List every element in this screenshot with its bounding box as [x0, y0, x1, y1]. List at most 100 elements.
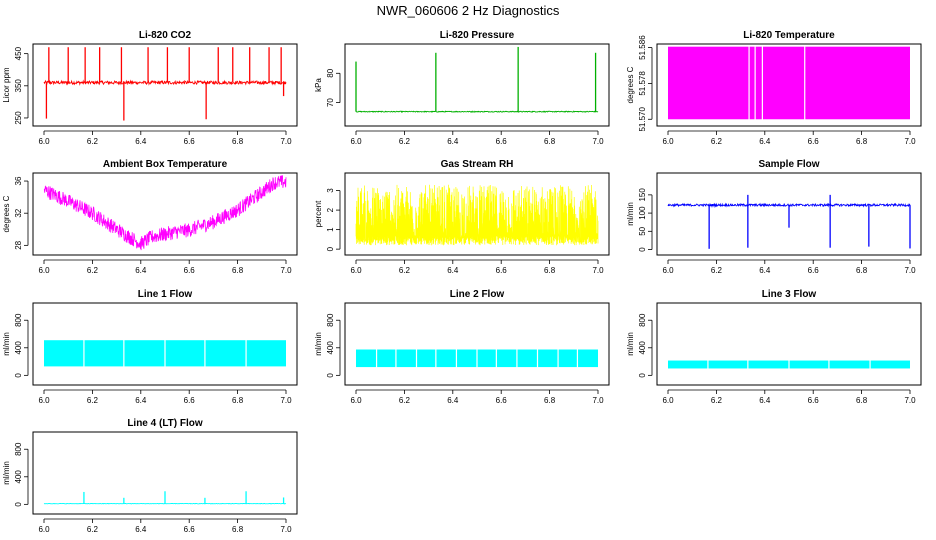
panel-title: Li-820 Pressure — [440, 30, 515, 41]
y-tick-label: 0 — [326, 246, 335, 251]
plot-frame — [344, 302, 610, 386]
y-tick-label: 51.570 — [638, 106, 647, 131]
y-tick-label: 400 — [14, 341, 23, 355]
panel-licor_temp: Li-820 Temperature 6.0 6.2 6.4 6.6 6.8 7.0 51.5… — [626, 30, 922, 146]
panel-line2: Line 2 Flow 6.0 6.2 6.4 6.6 6.8 7.0 0 400 800ml/m… — [314, 289, 610, 405]
x-axis: 6.0 6.2 6.4 6.6 6.8 7.0 — [662, 389, 916, 405]
y-axis: 70 80 — [326, 68, 341, 107]
panel-ambient_temp: Ambient Box Temperature 6.0 6.2 6.4 6.6 6.8 7.… — [2, 159, 298, 275]
y-tick-label: 51.578 — [638, 71, 647, 96]
y-axis-label: ml/min — [314, 332, 323, 356]
x-axis: 6.0 6.2 6.4 6.6 6.8 7.0 — [350, 130, 604, 146]
x-tick-label: 6.6 — [496, 137, 508, 146]
x-tick-label: 7.0 — [904, 137, 916, 146]
data-layer — [43, 47, 287, 121]
x-tick-label: 6.8 — [544, 266, 556, 275]
data-band — [668, 46, 910, 120]
x-tick-label: 6.2 — [399, 137, 411, 146]
plot-frame — [32, 172, 298, 256]
y-tick-label: 800 — [14, 442, 23, 456]
x-tick-label: 6.0 — [38, 525, 50, 534]
y-tick-label: 800 — [326, 313, 335, 327]
y-axis-label: degrees C — [2, 195, 11, 232]
y-tick-label: 3 — [326, 188, 335, 193]
y-tick-label: 80 — [326, 68, 335, 77]
x-tick-label: 7.0 — [592, 266, 604, 275]
y-tick-label: 250 — [14, 111, 23, 125]
y-tick-label: 400 — [326, 341, 335, 355]
panel-title: Line 4 (LT) Flow — [127, 418, 203, 429]
x-tick-label: 6.0 — [38, 396, 50, 405]
x-tick-label: 6.6 — [184, 137, 196, 146]
y-axis-label: kPa — [314, 78, 323, 92]
x-tick-label: 6.8 — [856, 137, 868, 146]
panel-title: Li-820 CO2 — [139, 30, 192, 41]
y-tick-label: 100 — [638, 206, 647, 220]
x-axis: 6.0 6.2 6.4 6.6 6.8 7.0 — [38, 518, 292, 534]
x-tick-label: 7.0 — [280, 266, 292, 275]
panel-sample_flow: Sample Flow 6.0 6.2 6.4 6.6 6.8 7.0 0 50 100 150ml… — [626, 159, 922, 275]
panel-title: Line 3 Flow — [762, 289, 817, 300]
x-tick-label: 7.0 — [280, 396, 292, 405]
y-axis-label: ml/min — [626, 202, 635, 226]
x-tick-label: 6.2 — [711, 396, 723, 405]
panel-title: Li-820 Temperature — [743, 30, 835, 41]
y-tick-label: 0 — [638, 373, 647, 378]
y-axis-label: degrees C — [626, 66, 635, 103]
x-tick-label: 6.0 — [350, 266, 362, 275]
y-tick-label: 800 — [14, 313, 23, 327]
x-tick-label: 6.8 — [856, 396, 868, 405]
x-tick-label: 6.0 — [350, 396, 362, 405]
x-tick-label: 6.6 — [808, 266, 820, 275]
panel-line4: Line 4 (LT) Flow 6.0 6.2 6.4 6.6 6.8 7.0 0 400 80… — [2, 418, 298, 534]
data-layer — [355, 184, 599, 246]
x-tick-label: 6.6 — [184, 525, 196, 534]
y-axis: 0 50 100 150 — [638, 188, 653, 252]
plot-frame — [32, 431, 298, 515]
x-tick-label: 6.2 — [399, 396, 411, 405]
x-tick-label: 6.8 — [544, 396, 556, 405]
x-tick-label: 6.4 — [135, 137, 147, 146]
data-layer — [355, 46, 599, 113]
panel-title: Ambient Box Temperature — [103, 159, 228, 170]
y-tick-label: 1 — [326, 227, 335, 232]
plot-frame — [656, 172, 922, 256]
data-layer — [44, 339, 286, 368]
panel-co2: Li-820 CO2 6.0 6.2 6.4 6.6 6.8 7.0 250 350 450Lic… — [2, 30, 298, 146]
y-tick-label: 0 — [14, 502, 23, 507]
y-axis: 51.570 51.578 51.586 — [638, 35, 653, 132]
y-axis: 28 32 36 — [14, 176, 29, 250]
x-tick-label: 7.0 — [592, 137, 604, 146]
y-tick-label: 32 — [14, 208, 23, 217]
data-series — [355, 110, 599, 113]
panel-line1: Line 1 Flow 6.0 6.2 6.4 6.6 6.8 7.0 0 400 800ml/m… — [2, 289, 298, 405]
panel-rh: Gas Stream RH 6.0 6.2 6.4 6.6 6.8 7.0 0 1 2 3 perce… — [314, 159, 610, 275]
x-tick-label: 6.8 — [232, 137, 244, 146]
panel-title: Gas Stream RH — [441, 159, 514, 170]
plot-frame — [656, 43, 922, 127]
y-tick-label: 36 — [14, 176, 23, 185]
y-axis-label: Licor ppm — [2, 67, 11, 102]
y-axis-label: ml/min — [2, 461, 11, 485]
x-axis: 6.0 6.2 6.4 6.6 6.8 7.0 — [662, 259, 916, 275]
x-tick-label: 6.8 — [232, 396, 244, 405]
y-tick-label: 0 — [326, 373, 335, 378]
y-tick-label: 50 — [638, 226, 647, 235]
x-tick-label: 7.0 — [280, 525, 292, 534]
data-series — [355, 184, 599, 246]
y-tick-label: 400 — [14, 470, 23, 484]
x-tick-label: 6.0 — [350, 137, 362, 146]
x-tick-label: 6.0 — [38, 266, 50, 275]
x-tick-label: 6.6 — [184, 266, 196, 275]
y-tick-label: 150 — [638, 188, 647, 202]
x-tick-label: 6.8 — [232, 525, 244, 534]
y-axis: 0 400 800 — [638, 313, 653, 378]
y-tick-label: 350 — [14, 79, 23, 93]
x-tick-label: 6.6 — [496, 266, 508, 275]
x-tick-label: 6.4 — [759, 266, 771, 275]
x-tick-label: 6.2 — [87, 525, 99, 534]
x-tick-label: 6.2 — [87, 266, 99, 275]
y-tick-label: 800 — [638, 313, 647, 327]
